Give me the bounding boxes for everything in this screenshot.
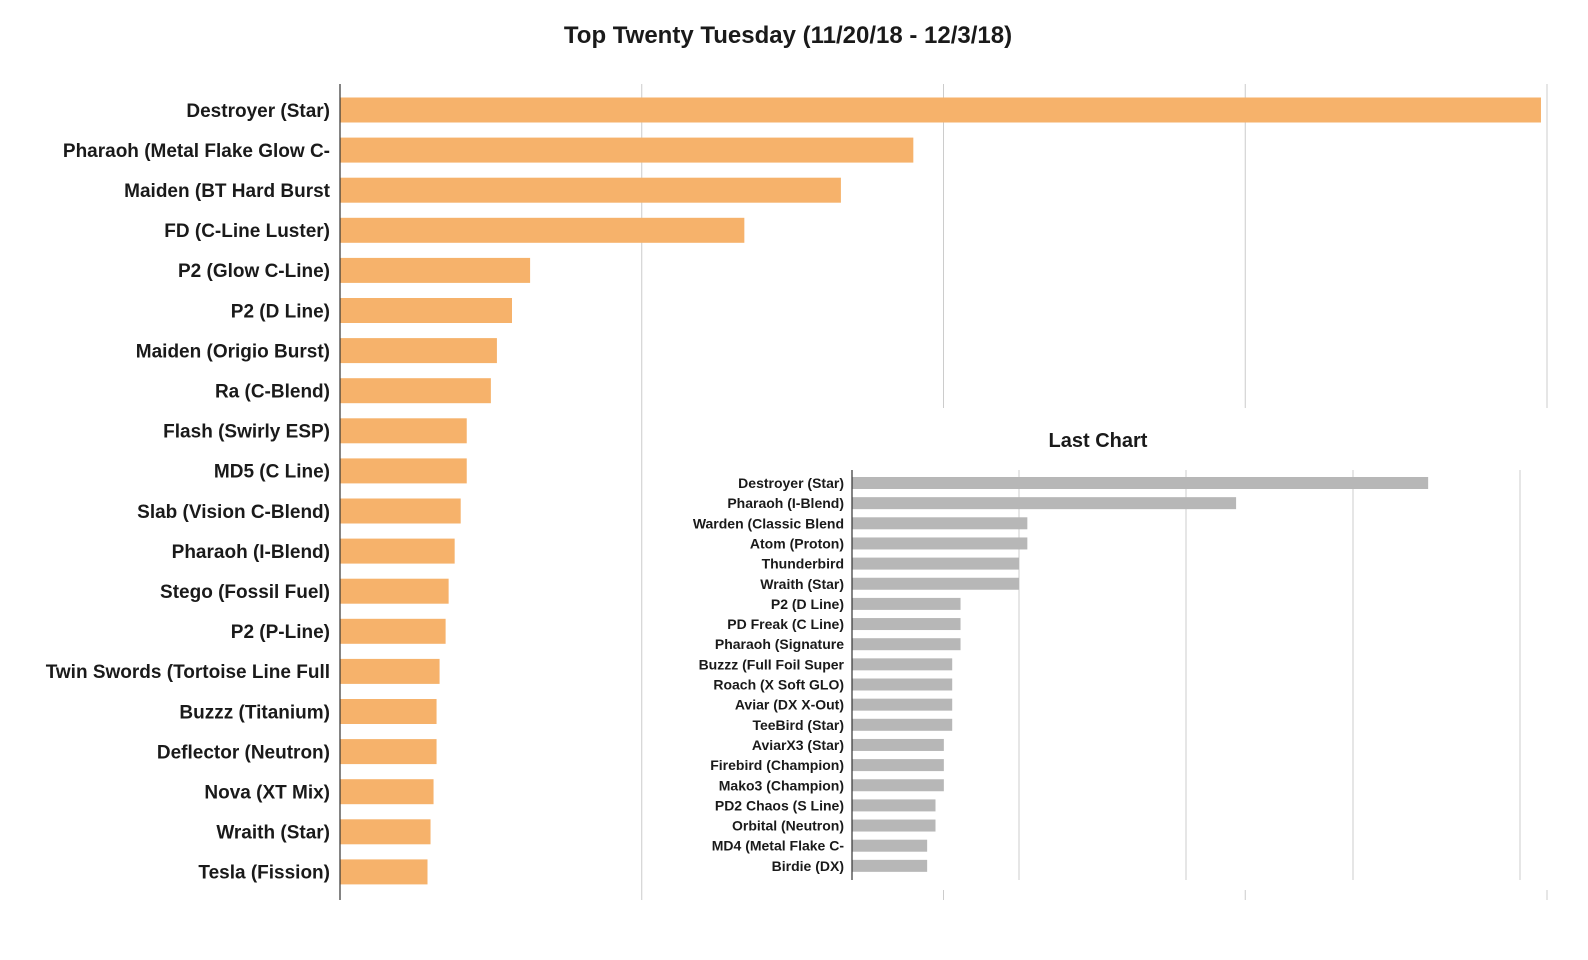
inset-category-label: TeeBird (Star) — [752, 717, 844, 733]
main-bar — [340, 739, 437, 765]
inset-category-label: Mako3 (Champion) — [719, 777, 844, 793]
inset-bar — [852, 497, 1237, 510]
main-bar — [340, 779, 434, 805]
inset-category-label: Atom (Proton) — [750, 535, 844, 551]
main-category-label: Twin Swords (Tortoise Line Full — [46, 662, 330, 683]
inset-category-labels: Destroyer (Star) Pharaoh (I-Blend) Warden … — [693, 475, 845, 874]
inset-bar — [852, 698, 953, 711]
main-bar — [340, 538, 455, 564]
main-category-label: Destroyer (Star) — [186, 101, 330, 122]
main-bar — [340, 418, 467, 444]
inset-bar — [852, 678, 953, 691]
main-bar — [340, 498, 461, 524]
inset-bars — [852, 477, 1429, 872]
inset-bar — [852, 819, 936, 832]
main-bar — [340, 177, 841, 203]
inset-bar — [852, 759, 944, 772]
main-category-label: P2 (Glow C-Line) — [178, 261, 330, 282]
inset-category-label: Thunderbird — [762, 556, 844, 572]
main-category-label: Wraith (Star) — [216, 823, 330, 844]
inset-bar — [852, 839, 928, 852]
main-category-label: Stego (Fossil Fuel) — [160, 582, 330, 603]
main-category-label: Maiden (Origio Burst) — [136, 341, 330, 362]
inset-category-label: Orbital (Neutron) — [732, 818, 844, 834]
main-bar — [340, 658, 440, 684]
inset-bar — [852, 537, 1028, 550]
inset-category-label: PD Freak (C Line) — [727, 616, 844, 632]
inset-bar — [852, 638, 961, 651]
inset-category-label: PD2 Chaos (S Line) — [715, 797, 844, 813]
inset-category-label: Destroyer (Star) — [738, 475, 844, 491]
main-category-label: P2 (D Line) — [231, 301, 330, 322]
main-bar — [340, 578, 449, 604]
main-bar — [340, 378, 491, 404]
inset-category-label: P2 (D Line) — [771, 596, 844, 612]
main-category-label: Ra (C-Blend) — [215, 382, 330, 403]
inset-bar — [852, 517, 1028, 530]
main-category-label: FD (C-Line Luster) — [164, 221, 330, 242]
inset-bar — [852, 799, 936, 812]
main-bar — [340, 338, 497, 364]
main-bar — [340, 257, 531, 283]
main-category-label: P2 (P-Line) — [231, 622, 330, 643]
main-bar — [340, 137, 914, 163]
inset-category-label: Roach (X Soft GLO) — [713, 677, 844, 693]
inset-bar — [852, 658, 953, 671]
main-category-labels: Destroyer (Star) Pharaoh (Metal Flake Glo… — [46, 101, 331, 884]
inset-category-label: Firebird (Champion) — [710, 757, 844, 773]
inset-bar — [852, 859, 928, 872]
inset-category-label: Warden (Classic Blend — [693, 515, 844, 531]
main-category-label: Buzzz (Titanium) — [179, 702, 330, 723]
inset-category-label: AviarX3 (Star) — [752, 737, 844, 753]
main-category-label: Pharaoh (Metal Flake Glow C- — [63, 141, 330, 162]
main-category-label: Tesla (Fission) — [198, 863, 330, 884]
inset-bar — [852, 577, 1019, 590]
inset-bar-chart: Last Chart Destroyer (Star) Pharaoh (I-Bl… — [693, 430, 1521, 880]
inset-category-label: Pharaoh (Signature — [715, 636, 844, 652]
inset-bar — [852, 557, 1019, 570]
inset-category-label: Pharaoh (I-Blend) — [727, 495, 844, 511]
main-chart-title: Top Twenty Tuesday (11/20/18 - 12/3/18) — [564, 22, 1012, 49]
inset-bar — [852, 477, 1429, 489]
main-category-label: Maiden (BT Hard Burst — [124, 181, 331, 202]
main-category-label: Deflector (Neutron) — [157, 742, 330, 763]
main-bars — [340, 97, 1541, 885]
inset-category-label: Buzzz (Full Foil Super — [699, 656, 845, 672]
main-bar — [340, 819, 431, 845]
inset-bar — [852, 738, 944, 751]
inset-category-label: Wraith (Star) — [760, 576, 844, 592]
inset-category-label: MD4 (Metal Flake C- — [712, 838, 845, 854]
inset-chart-title: Last Chart — [1049, 430, 1148, 452]
main-category-label: Slab (Vision C-Blend) — [137, 502, 330, 523]
main-bar — [340, 618, 446, 644]
main-bar — [340, 217, 745, 243]
main-bar — [340, 97, 1541, 123]
inset-bar — [852, 618, 961, 631]
main-bar — [340, 298, 512, 323]
main-category-label: Pharaoh (I-Blend) — [172, 542, 330, 563]
main-category-label: Nova (XT Mix) — [204, 783, 330, 804]
main-bar — [340, 859, 428, 885]
inset-category-label: Birdie (DX) — [772, 858, 844, 874]
main-category-label: MD5 (C Line) — [214, 462, 330, 483]
main-bar-chart: Top Twenty Tuesday (11/20/18 - 12/3/18) … — [46, 22, 1548, 900]
main-category-label: Flash (Swirly ESP) — [163, 422, 330, 443]
inset-category-label: Aviar (DX X-Out) — [735, 697, 844, 713]
main-bar — [340, 458, 467, 484]
inset-bar — [852, 597, 961, 610]
main-bar — [340, 699, 437, 724]
inset-bar — [852, 718, 953, 731]
inset-bar — [852, 779, 944, 792]
